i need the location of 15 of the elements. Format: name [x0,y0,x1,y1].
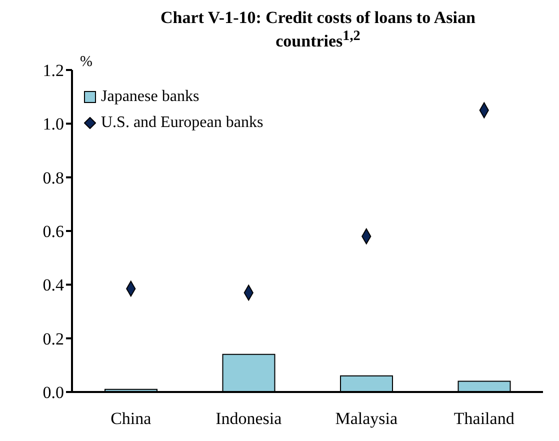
y-tick-label: 0.0 [42,383,64,402]
y-tick-label: 1.2 [42,61,64,80]
legend-label: Japanese banks [101,87,200,107]
y-tick-label: 0.8 [42,168,64,188]
y-axis-title: % [80,54,92,71]
x-tick-label: China [110,409,152,428]
legend-label: U.S. and European banks [101,113,264,133]
chart-title: Chart V-1-10: Credit costs of loans to Asian countries$^{1,2}$ [160,8,476,52]
y-tick-label: 1.0 [42,114,64,134]
x-tick-label: Malaysia [335,409,398,428]
y-tick-label: 0.2 [42,329,64,348]
x-tick-label: Thailand [454,409,515,428]
y-tick-label: 0.4 [42,276,64,295]
y-tick-label: 0.6 [42,222,64,242]
x-tick-label: Indonesia [216,409,282,428]
